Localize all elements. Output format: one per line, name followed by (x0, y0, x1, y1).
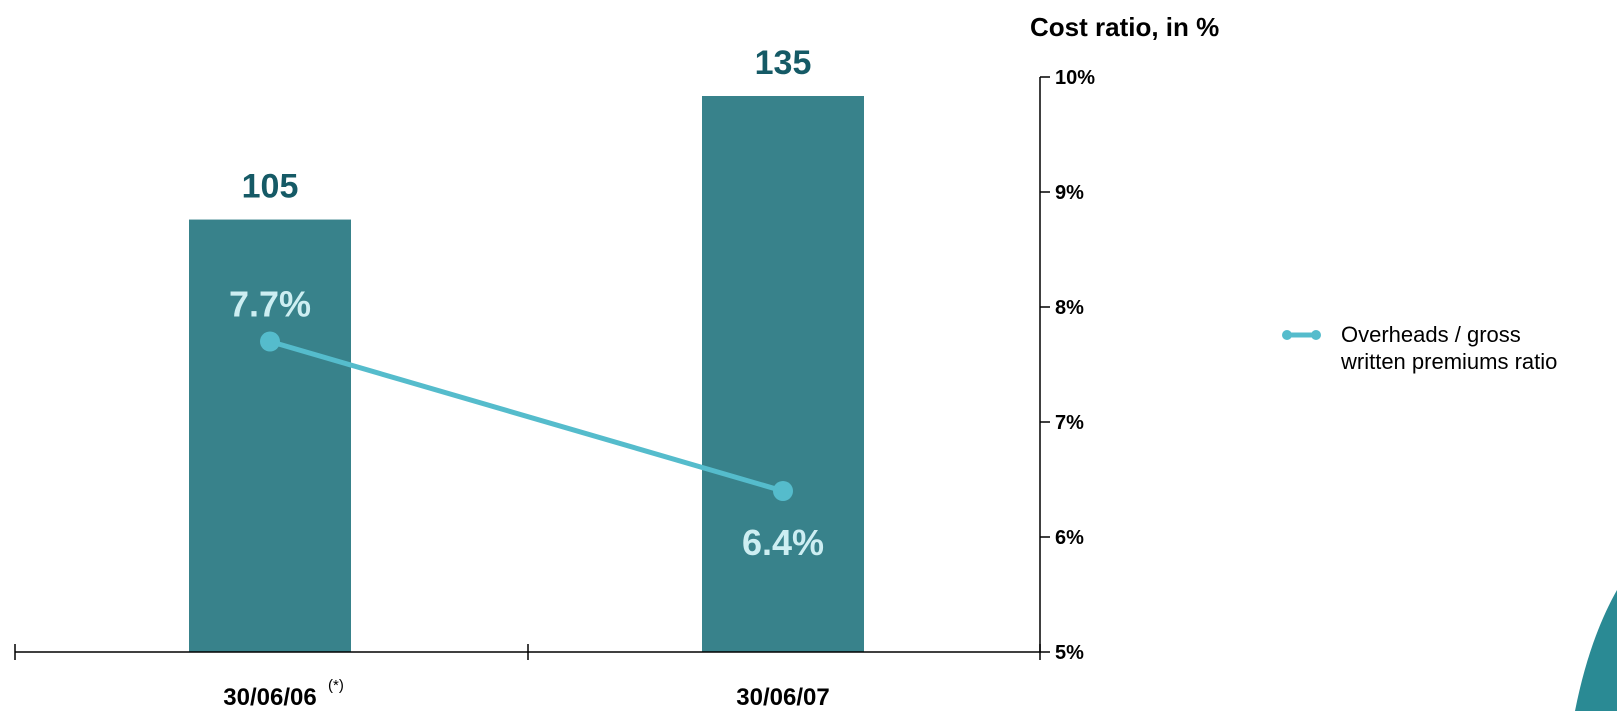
y-tick-label-8: 8% (1055, 297, 1084, 319)
category-label-1: 30/06/06 (223, 684, 316, 711)
y-tick-label-7: 7% (1055, 412, 1084, 434)
series-point-label-2: 6.4% (742, 522, 824, 563)
y-ticks-group: 5% 6% 7% 8% 9% 10% (1040, 67, 1095, 664)
category-labels-group: 30/06/06 (*) 30/06/07 (223, 677, 829, 711)
bar-value-label-1: 105 (242, 168, 299, 206)
series-point-2 (773, 481, 793, 501)
y-tick-label-10: 10% (1055, 67, 1095, 89)
series-point-1 (260, 331, 280, 352)
y-tick-label-9: 9% (1055, 182, 1084, 204)
legend-label-line-2: written premiums ratio (1340, 349, 1557, 374)
bar-value-label-2: 135 (755, 44, 812, 82)
series-point-label-1: 7.7% (229, 284, 311, 325)
bar-1 (189, 219, 351, 653)
category-footnote-marker-1: (*) (328, 677, 344, 694)
bars-group (189, 96, 864, 653)
series-line (269, 339, 784, 494)
legend-swatch-marker-left (1282, 330, 1292, 340)
secondary-axis-title: Cost ratio, in % (1030, 12, 1219, 42)
bar-values-group: 105 135 (242, 44, 812, 206)
bar-2 (702, 96, 864, 652)
legend-label-line-1: Overheads / gross (1341, 322, 1521, 347)
y-tick-label-5: 5% (1055, 642, 1084, 664)
decorative-corner-shape (1575, 590, 1617, 711)
line-series-group: 7.7% 6.4% (229, 284, 824, 564)
legend-swatch-marker-right (1311, 330, 1321, 340)
axes-group (15, 77, 1041, 653)
category-label-2: 30/06/07 (736, 684, 829, 711)
y-tick-label-6: 6% (1055, 527, 1084, 549)
